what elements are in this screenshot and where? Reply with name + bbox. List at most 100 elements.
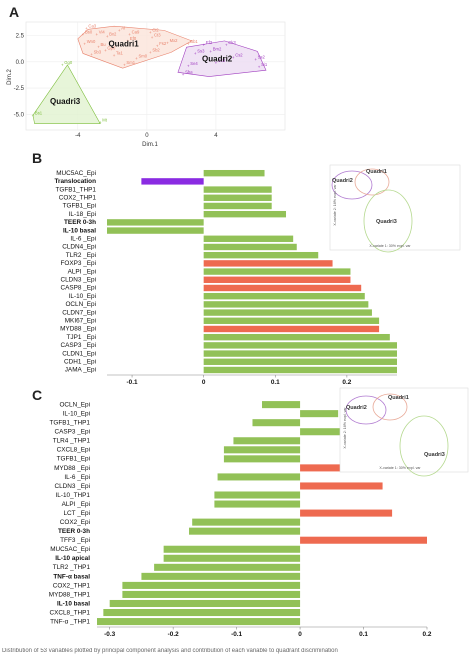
bar-c-bar: [109, 599, 301, 608]
bar-b-bar: [203, 309, 372, 316]
bar-b-category-label: IL-10_Epi: [69, 293, 96, 300]
inset-c-ellipse-quadri3: [399, 415, 449, 477]
bar-c-category-label: ALPI _Epi: [62, 501, 90, 508]
bar-b-bar: [203, 276, 351, 283]
pca-point-label: Cs2: [235, 53, 243, 58]
bar-b-bar: [203, 243, 297, 251]
bar-b-tick-label: 0.1: [271, 379, 280, 386]
pca-point-quadri1: +: [166, 40, 169, 45]
bar-c-tick-label: -0.1: [231, 631, 242, 638]
pca-point-label: Fs2: [159, 41, 167, 46]
inset-c-x-label: X-variate 1: 30% expl. var: [379, 466, 421, 470]
pca-point-quadri2: +: [203, 43, 206, 48]
pca-point-label: Ss3: [197, 48, 205, 53]
bar-b-category-label: MKI67_Epi: [65, 318, 96, 325]
pca-scatter-panel: + Ca3+ Bs0 + Vi4+ Bx2+ Ai+ Ca9 + Ci2+ Ct3+ Ef0+ Wn0+…: [7, 21, 286, 148]
bar-b-category-label: IL-6 _Epi: [70, 236, 96, 243]
bar-c-bar: [300, 428, 348, 436]
inset-c-ellipse-quadri2: [345, 395, 387, 425]
bar-c-category-label: IL-6 _Epi: [64, 474, 90, 481]
pca-point-label: Ck3: [228, 40, 236, 45]
pca-group-label-quadri3: Quadri3: [50, 97, 81, 106]
bar-c-bar: [154, 563, 301, 571]
bar-c-category-label: IL-10 basal: [57, 600, 90, 607]
bar-b-bar: [203, 235, 294, 242]
bar-b-category-label: TGFB1_Epi: [63, 203, 96, 210]
bar-c-bar: [300, 482, 383, 490]
bar-b-tick-label: 0: [202, 379, 206, 386]
bar-c-category-label: TNF-α _THP1: [50, 618, 90, 625]
bar-c-tick-label: 0.1: [359, 631, 368, 638]
bar-c-category-label: IL-10_THP1: [56, 492, 91, 499]
inset-c-y-label: X-variate 2: 16% expl. var: [343, 407, 347, 449]
pca-y-tick-label: 2.5: [16, 34, 25, 40]
bar-c-category-label: MUC5AC_Epi: [50, 546, 90, 553]
pca-point-quadri2: +: [225, 43, 228, 48]
pca-x-axis-label: Dim.1: [142, 142, 158, 148]
bar-b-category-label: TEER 0-3h: [64, 219, 96, 226]
bar-c-tick-label: 0: [298, 631, 302, 638]
pca-point-quadri2: +: [194, 51, 197, 56]
bar-c-bar: [217, 473, 301, 481]
pca-point-label: Sb3: [94, 50, 102, 55]
bar-b-bar: [203, 202, 272, 210]
pca-point-label: Se4: [190, 61, 198, 66]
bar-b-bar: [141, 178, 204, 185]
bar-b-bar: [203, 325, 380, 333]
pca-point-quadri2: +: [254, 57, 257, 62]
pca-group-label-quadri2: Quadri2: [202, 54, 233, 63]
inset-b: Quadri2 Quadri1 Quadri3 X-variate 1: 30%…: [329, 164, 461, 253]
bar-b-category-label: ALPI _Epi: [68, 268, 96, 275]
bar-b-bar: [203, 317, 380, 324]
bar-c-category-label: TFF3 _Epi: [60, 537, 90, 544]
bar-b-category-label: OCLN_Epi: [65, 301, 96, 308]
pca-point-label: Ca3: [88, 23, 96, 28]
pca-point-label: Mx2: [170, 38, 179, 43]
pca-point-quadri2: +: [182, 72, 185, 77]
inset-c: Quadri2 Quadri1 Quadri3 X-variate 1: 30%…: [339, 387, 469, 477]
bar-c-category-label: LCT _Epi: [63, 510, 90, 517]
pca-point-quadri3: +: [61, 62, 64, 67]
pca-point-quadri1: +: [83, 42, 86, 47]
bar-b-category-label: Translocation: [54, 178, 96, 185]
bar-c-bar: [189, 527, 301, 535]
bar-b-category-label: TLR2 _Epi: [66, 252, 96, 259]
bar-c-bar: [122, 590, 301, 598]
bar-c-tick-label: -0.3: [104, 631, 115, 638]
pca-point-label: Sb2: [152, 47, 160, 52]
pca-point-quadri1: +: [128, 32, 131, 37]
bar-chart-b-axis: -0.1 0 0.1 0.2: [107, 374, 397, 386]
bar-b-bar: [203, 366, 397, 374]
bar-b-category-label: IL-10 basal: [63, 227, 96, 234]
pca-point-quadri1: +: [106, 34, 109, 39]
bar-b-tick-label: 0.2: [342, 379, 351, 386]
pca-point-quadri1: +: [113, 53, 116, 58]
pca-point-label: Vi4: [99, 30, 106, 35]
inset-b-label-quadri3: Quadri3: [376, 219, 397, 225]
pca-point-label: Bu: [101, 42, 107, 47]
inset-b-ellipse-quadri2: [331, 170, 373, 200]
bar-b-bar: [203, 210, 287, 218]
bar-b-bar: [203, 186, 272, 193]
bar-c-category-label: TNF-α basal: [53, 573, 90, 580]
pca-point-quadri1: +: [97, 45, 100, 50]
pca-point-quadri1: +: [151, 35, 154, 40]
pca-point-quadri1: +: [123, 62, 126, 67]
bar-c-category-label: CXCL8_THP1: [50, 609, 91, 616]
bar-c-bar: [233, 437, 301, 445]
bar-c-category-label: MYD88_THP1: [49, 591, 91, 598]
pca-group-labels: Quadri1 Quadri2 Quadri3: [50, 40, 233, 106]
bar-chart-c: OCLN_Epi IL-10_Epi TGFB1_THP1 CASP3 _Epi TLR…: [49, 401, 432, 638]
bar-b-category-label: FOXP3 _Epi: [60, 260, 96, 267]
pca-point-quadri1: +: [90, 52, 93, 57]
bar-c-category-label: CXCL8_Epi: [57, 447, 90, 454]
bar-b-category-label: COX2_THP1: [59, 195, 97, 202]
pca-point-quadri3: +: [99, 120, 102, 125]
bar-b-bar: [203, 333, 390, 341]
bar-chart-b-bars: [107, 169, 397, 374]
pca-point-quadri1: +: [187, 42, 190, 47]
bar-b-category-label: CLDN4_Epi: [62, 244, 96, 251]
pca-point-quadri1: +: [95, 32, 98, 37]
